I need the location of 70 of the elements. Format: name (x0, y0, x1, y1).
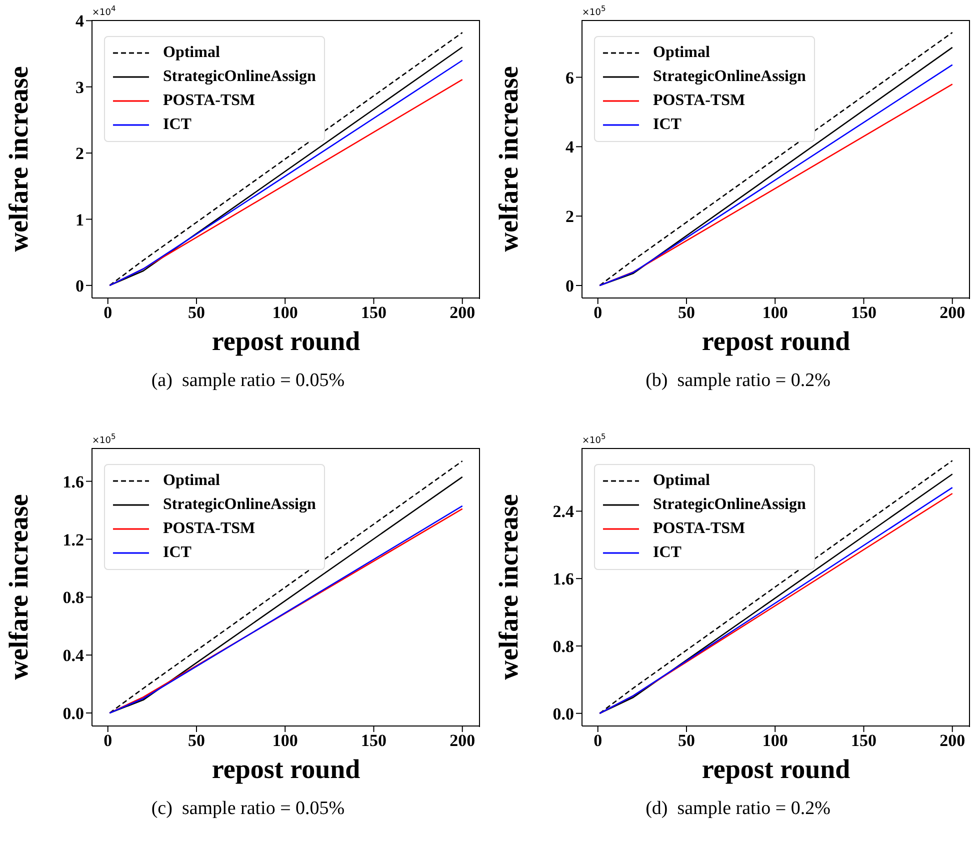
x-tick-label: 0 (594, 731, 602, 750)
x-axis-title: repost round (212, 754, 360, 784)
y-tick-label: 0 (566, 276, 574, 296)
y-tick-label: 4 (76, 12, 84, 31)
text: ×10$^{5}$ (582, 4, 606, 18)
y-tick-label: 1 (76, 210, 84, 230)
legend-label: StrategicOnlineAssign (163, 68, 316, 86)
x-axis-title: repost round (702, 754, 850, 784)
y-tick-label: 1.6 (62, 472, 84, 492)
y-tick-label: 0.0 (552, 704, 574, 724)
legend-label: ICT (163, 544, 192, 562)
x-tick-label: 50 (678, 731, 695, 750)
legend-label: StrategicOnlineAssign (653, 68, 806, 86)
legend-label: ICT (163, 116, 192, 134)
y-tick-label: 2 (76, 144, 84, 164)
text: (b) sample ratio = 0.2% (644, 370, 832, 392)
legend-label: Optimal (163, 472, 220, 490)
x-tick-label: 0 (104, 731, 112, 750)
legend-label: Optimal (653, 472, 710, 490)
text: (d) sample ratio = 0.2% (644, 798, 832, 820)
text: ×10$^{4}$ (92, 4, 116, 18)
y-tick-label: 2.4 (552, 502, 574, 522)
legend-label: ICT (653, 116, 682, 134)
x-tick-label: 0 (104, 303, 112, 322)
y-tick-label: 1.6 (552, 570, 574, 589)
y-tick-label: 3 (76, 78, 84, 97)
x-tick-label: 150 (360, 303, 386, 322)
legend-label: Optimal (163, 44, 220, 62)
x-tick-label: 200 (450, 731, 476, 750)
y-tick-label: 0.4 (62, 646, 84, 666)
y-tick-label: 2 (566, 207, 574, 226)
y-axis-title: welfare increase (494, 66, 524, 252)
x-tick-label: 200 (940, 731, 966, 750)
y-tick-label: 1.2 (62, 530, 84, 550)
y-axis-title: welfare increase (4, 494, 34, 680)
x-tick-label: 200 (940, 303, 966, 322)
legend-label: POSTA-TSM (163, 92, 256, 110)
y-tick-label: 4 (566, 138, 574, 157)
legend-label: POSTA-TSM (653, 92, 746, 110)
y-axis-title: welfare increase (494, 494, 524, 680)
x-tick-label: 50 (188, 303, 205, 322)
x-tick-label: 150 (850, 731, 876, 750)
text: ×10$^{5}$ (92, 432, 116, 446)
x-tick-label: 100 (762, 731, 788, 750)
x-tick-label: 100 (272, 731, 298, 750)
y-tick-label: 0 (76, 276, 84, 296)
x-tick-label: 50 (678, 303, 695, 322)
x-tick-label: 50 (188, 731, 205, 750)
x-tick-label: 150 (850, 303, 876, 322)
legend-label: StrategicOnlineAssign (653, 496, 806, 514)
text: (a) sample ratio = 0.05% (150, 370, 346, 392)
y-tick-label: 0.0 (62, 704, 84, 724)
y-tick-label: 0.8 (62, 588, 84, 608)
x-axis-title: repost round (212, 326, 360, 356)
legend-label: POSTA-TSM (653, 520, 746, 538)
legend-label: StrategicOnlineAssign (163, 496, 316, 514)
x-tick-label: 150 (360, 731, 386, 750)
x-tick-label: 200 (450, 303, 476, 322)
y-tick-label: 6 (566, 68, 574, 88)
legend-label: Optimal (653, 44, 710, 62)
x-tick-label: 100 (272, 303, 298, 322)
x-tick-label: 100 (762, 303, 788, 322)
x-tick-label: 0 (594, 303, 602, 322)
legend-label: POSTA-TSM (163, 520, 256, 538)
y-tick-label: 0.8 (552, 637, 574, 656)
legend-label: ICT (653, 544, 682, 562)
text: ×10$^{5}$ (582, 432, 606, 446)
x-axis-title: repost round (702, 326, 850, 356)
text: (c) sample ratio = 0.05% (150, 798, 346, 820)
y-axis-title: welfare increase (4, 66, 34, 252)
